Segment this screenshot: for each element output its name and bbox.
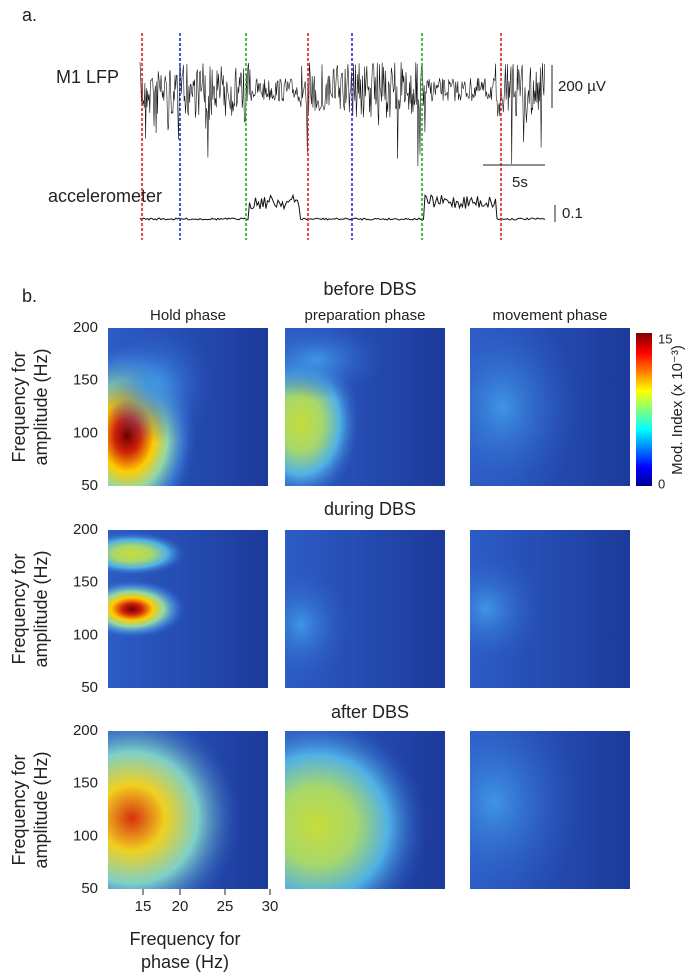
heatmap	[285, 530, 445, 688]
y-tick-label: 150	[73, 372, 98, 389]
time-scale: 5s	[512, 174, 528, 191]
y-tick-label: 150	[73, 574, 98, 591]
heatmap-blob	[285, 328, 387, 400]
x-label: Frequency for	[129, 929, 240, 949]
y-tick-label: 50	[81, 679, 98, 696]
heatmap	[285, 328, 445, 486]
accel-label: accelerometer	[48, 186, 162, 206]
row-title: during DBS	[324, 499, 416, 519]
column-title: movement phase	[492, 307, 607, 324]
heatmap-blob	[285, 564, 351, 685]
colorbar-min: 0	[658, 476, 665, 491]
panel-label: b.	[22, 286, 37, 306]
heatmap-blob	[470, 549, 546, 669]
y-label: amplitude (Hz)	[31, 751, 51, 868]
y-tick-label: 100	[73, 626, 98, 643]
x-tick-label: 25	[217, 898, 234, 915]
column-title: preparation phase	[305, 307, 426, 324]
heatmap-blob	[470, 731, 584, 889]
x-tick-label: 20	[172, 898, 189, 915]
colorbar	[636, 333, 652, 486]
y-tick-label: 200	[73, 521, 98, 538]
heatmap-blob	[108, 328, 216, 444]
heatmap	[470, 328, 630, 486]
column-title: Hold phase	[150, 307, 226, 324]
heatmap	[108, 530, 268, 688]
heatmap-blob	[108, 531, 187, 576]
y-tick-label: 200	[73, 319, 98, 336]
heatmap	[470, 530, 630, 688]
y-tick-label: 150	[73, 775, 98, 792]
lfp-trace	[139, 61, 545, 167]
y-tick-label: 100	[73, 424, 98, 441]
y-label: Frequency for	[9, 553, 29, 664]
accel-scale: 0.1	[562, 205, 583, 222]
panel-label: a.	[22, 5, 37, 25]
heatmap-blob	[108, 579, 187, 639]
y-tick-label: 50	[81, 477, 98, 494]
colorbar-label: Mod. Index (x 10⁻³)	[669, 345, 686, 475]
heatmap-blob	[108, 731, 242, 889]
y-label: amplitude (Hz)	[31, 550, 51, 667]
row-title: after DBS	[331, 702, 409, 722]
x-tick-label: 15	[135, 898, 152, 915]
y-label: amplitude (Hz)	[31, 348, 51, 465]
y-tick-label: 100	[73, 827, 98, 844]
heatmap	[285, 731, 445, 889]
heatmap-blob	[285, 731, 427, 889]
x-label: phase (Hz)	[141, 952, 229, 972]
y-label: Frequency for	[9, 754, 29, 865]
heatmap	[470, 731, 630, 889]
accel-trace	[139, 193, 546, 221]
y-label: Frequency for	[9, 351, 29, 462]
colorbar-max: 15	[658, 331, 672, 346]
traces	[139, 33, 546, 240]
y-tick-label: 200	[73, 722, 98, 739]
lfp-scale: 200 µV	[558, 78, 606, 95]
x-tick-label: 30	[262, 898, 279, 915]
heatmap-blob	[470, 328, 582, 486]
y-tick-label: 50	[81, 880, 98, 897]
heatmap	[108, 328, 268, 486]
lfp-label: M1 LFP	[56, 67, 119, 87]
heatmap	[108, 731, 268, 889]
row-title: before DBS	[323, 279, 416, 299]
